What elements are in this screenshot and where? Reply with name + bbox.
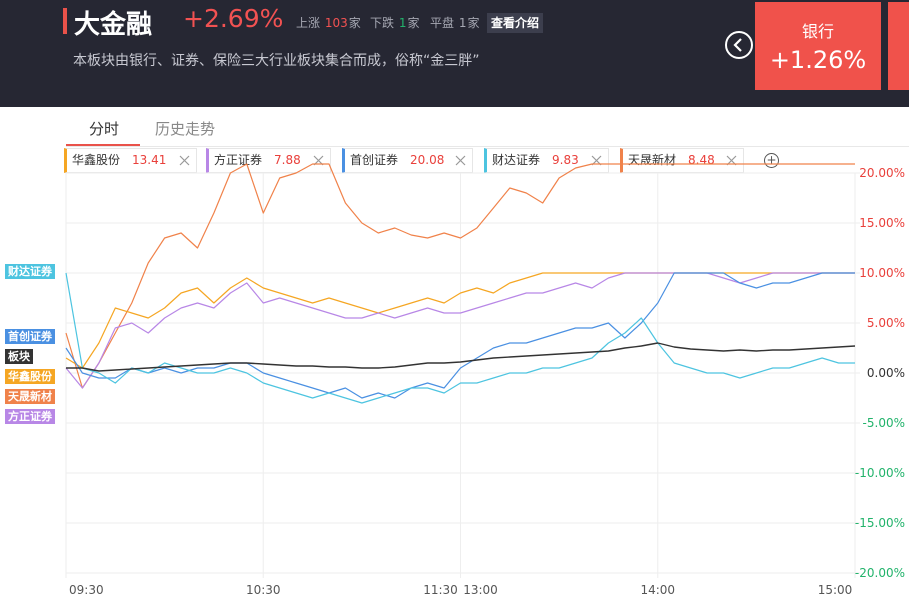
y-tick-label: -15.00%	[855, 516, 905, 530]
y-tick-label: 5.00%	[867, 316, 905, 330]
series-line	[66, 342, 856, 372]
previous-sector-button[interactable]	[725, 31, 753, 59]
stock-name: 华鑫股份	[72, 153, 121, 167]
flat-label: 平盘	[430, 16, 455, 30]
down-label: 下跌	[370, 16, 395, 30]
left-tag-sector: 板块	[5, 349, 33, 364]
y-tick-label: 20.00%	[859, 166, 905, 180]
down-unit: 家	[407, 16, 420, 30]
close-icon[interactable]	[455, 155, 466, 166]
close-icon[interactable]	[179, 155, 190, 166]
y-tick-label: -20.00%	[855, 566, 905, 580]
x-tick-label: 14:00	[640, 583, 675, 597]
series-line	[65, 272, 855, 389]
x-tick-label: 11:30	[423, 583, 458, 597]
y-tick-label: -10.00%	[855, 466, 905, 480]
related-sector-name: 银行	[801, 22, 834, 41]
series-line	[65, 163, 855, 389]
y-tick-label: -5.00%	[863, 416, 905, 430]
x-tick-label: 10:30	[246, 583, 281, 597]
stock-price: 7.88	[274, 153, 301, 167]
sector-header: 大金融 +2.69% 上涨 103家 下跌 1家 平盘 1家 查看介绍 本板块由…	[0, 0, 909, 107]
stock-chip-fangzheng[interactable]: 方正证券 7.88	[206, 148, 331, 173]
stock-price: 20.08	[410, 153, 445, 167]
up-count-stat: 上涨 103家	[296, 14, 361, 31]
flat-count: 1	[458, 16, 467, 30]
view-intro-button[interactable]: 查看介绍	[487, 13, 544, 33]
series-line	[65, 272, 855, 404]
flat-count-stat: 平盘 1家	[430, 14, 480, 31]
series-lines	[65, 163, 856, 404]
y-tick-label: 15.00%	[859, 216, 905, 230]
stock-price: 13.41	[132, 153, 167, 167]
left-tag-shouchuang: 首创证券	[5, 329, 55, 344]
tab-intraday[interactable]: 分时	[89, 120, 120, 138]
related-sector-card[interactable]: 银行 +1.26%	[755, 2, 881, 90]
down-count-stat: 下跌 1家	[370, 14, 420, 31]
sector-title: 大金融	[74, 10, 153, 40]
y-tick-label: 10.00%	[859, 266, 905, 280]
x-tick-label: 09:30	[69, 583, 104, 597]
stock-name: 财达证券	[492, 153, 541, 167]
stock-name: 方正证券	[214, 153, 263, 167]
flat-unit: 家	[467, 16, 480, 30]
x-tick-labels: 09:30 10:30 11:30 13:00 14:00 15:00	[69, 583, 852, 597]
y-tick-labels: 20.00% 15.00% 10.00% 5.00% 0.00% -5.00% -10.00…	[855, 166, 905, 580]
stock-price: 9.83	[552, 153, 579, 167]
grid-lines	[65, 172, 860, 578]
x-tick-label: 13:00	[463, 583, 498, 597]
next-sector-card[interactable]	[888, 2, 909, 90]
left-tag-fangzheng: 方正证券	[5, 409, 55, 424]
y-tick-label: 0.00%	[867, 366, 905, 380]
active-tab-indicator	[66, 144, 140, 146]
sector-description: 本板块由银行、证券、保险三大行业板块集合而成，俗称“金三胖”	[73, 53, 480, 69]
related-sector-change: +1.26%	[769, 46, 867, 74]
x-tick-label: 15:00	[818, 583, 853, 597]
stock-name: 首创证券	[350, 153, 399, 167]
stock-chip-huaxin[interactable]: 华鑫股份 13.41	[64, 148, 197, 173]
title-accent-bar	[63, 8, 67, 34]
add-stock-button[interactable]: +	[764, 153, 779, 168]
series-line	[65, 272, 855, 399]
left-tag-huaxin: 华鑫股份	[5, 369, 55, 384]
left-tag-tiansheng: 天晟新材	[5, 389, 55, 404]
up-unit: 家	[348, 16, 361, 30]
sector-change-percent: +2.69%	[183, 4, 284, 33]
up-label: 上涨	[296, 16, 321, 30]
down-count: 1	[398, 16, 407, 30]
tab-divider	[66, 146, 909, 147]
chevron-left-icon	[733, 38, 742, 52]
tab-history[interactable]: 历史走势	[155, 120, 216, 138]
stock-chip-shouchuang[interactable]: 首创证券 20.08	[342, 148, 473, 173]
up-count: 103	[324, 16, 348, 30]
left-tag-caida: 财达证券	[5, 264, 55, 279]
